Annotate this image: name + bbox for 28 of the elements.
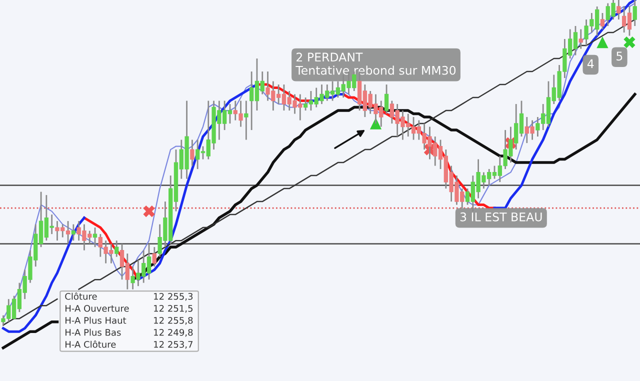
annotation: 12 251,5 <box>154 304 192 313</box>
annotation: H-A Plus Haut <box>66 316 126 324</box>
annotation: 5 <box>616 52 622 61</box>
text: H-A Plus Bas <box>66 328 121 336</box>
candlestick <box>616 0 621 20</box>
text: H-A Clôture <box>66 340 116 348</box>
candlestick <box>114 240 119 258</box>
candlestick <box>632 0 637 27</box>
text: 12 253,7 <box>154 340 193 349</box>
annotation: 3 IL EST BEAU <box>460 212 542 222</box>
annotation: H-A Ouverture <box>66 304 129 312</box>
annotation: 12 255,8 <box>154 316 193 325</box>
text: 12 249,8 <box>154 328 193 337</box>
candlestick <box>578 28 583 50</box>
candlestick <box>190 139 194 166</box>
annotation: Clôture <box>65 292 97 300</box>
candlestick <box>244 100 248 140</box>
point <box>596 36 608 48</box>
candlestick <box>600 12 605 30</box>
annotation: 2 PERDANT Tentative rebond sur MM30 <box>296 52 456 75</box>
candlestick <box>152 246 156 268</box>
point <box>143 205 155 218</box>
annotation: 4 <box>587 59 594 68</box>
point <box>624 36 636 48</box>
candlestick <box>71 224 76 242</box>
annotation: 12 255,3 <box>154 292 193 301</box>
candlestick <box>384 84 389 114</box>
candlestick <box>92 226 98 248</box>
